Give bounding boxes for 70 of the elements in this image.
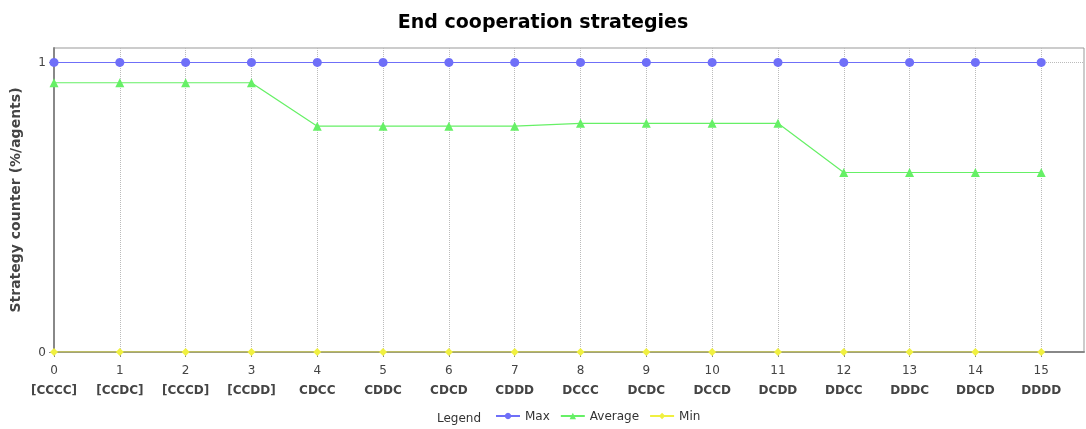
point xyxy=(773,348,782,356)
point xyxy=(378,121,388,131)
x-tick-label: 11 DCDD xyxy=(758,363,798,397)
x-tick-label: 13 DDDC xyxy=(890,363,930,397)
point xyxy=(246,57,256,67)
point xyxy=(312,57,322,67)
point xyxy=(773,118,783,128)
point xyxy=(642,348,651,356)
point xyxy=(1037,348,1046,356)
point xyxy=(1036,168,1046,177)
point xyxy=(641,57,651,67)
point xyxy=(970,168,980,177)
x-tick-label: 3 [CCDD] xyxy=(227,363,276,397)
point xyxy=(115,57,125,67)
point xyxy=(444,57,454,67)
point xyxy=(247,348,256,356)
x-tick-label: 15 DDDD xyxy=(1021,363,1062,397)
point xyxy=(49,57,59,67)
legend-label: Min xyxy=(679,409,701,423)
x-tick-label: 8 DCCC xyxy=(562,363,599,397)
point xyxy=(839,168,849,177)
x-tick-label: 2 [CCCD] xyxy=(161,363,210,397)
x-tick-label: 10 DCCD xyxy=(693,363,731,397)
point xyxy=(1036,57,1046,67)
point xyxy=(905,348,914,356)
legend-label: Average xyxy=(589,409,640,423)
x-tick-label: 12 DDCC xyxy=(825,363,863,397)
point xyxy=(510,348,519,356)
point xyxy=(444,121,454,131)
point xyxy=(115,348,124,356)
point xyxy=(181,57,191,67)
x-tick-label: 1 [CCDC] xyxy=(96,363,144,397)
point xyxy=(773,57,783,67)
point xyxy=(379,348,388,356)
point xyxy=(905,57,915,67)
point xyxy=(839,57,849,67)
point xyxy=(641,118,651,128)
legend-label: Max xyxy=(525,409,550,423)
legend-title: Legend xyxy=(437,411,482,425)
x-tick-label: 14 DDCD xyxy=(956,363,995,397)
point xyxy=(707,118,717,128)
x-tick-label: 7 CDDD xyxy=(495,363,535,397)
point xyxy=(905,168,915,177)
point xyxy=(839,348,848,356)
point xyxy=(49,78,59,88)
y-tick-label: 0 xyxy=(38,345,46,359)
chart-title: End cooperation strategies xyxy=(397,9,689,32)
y-tick-label: 1 xyxy=(38,55,46,70)
point xyxy=(970,57,980,67)
point xyxy=(313,348,322,356)
point xyxy=(510,121,520,131)
point xyxy=(378,57,388,67)
point xyxy=(312,121,322,131)
point xyxy=(576,348,585,356)
x-tick-label: 0 [CCCC] xyxy=(30,363,78,397)
x-tick-label: 9 DCDC xyxy=(627,363,666,397)
y-axis-title: Strategy counter (%/agents) xyxy=(7,87,23,313)
point xyxy=(181,348,190,356)
x-tick-label: 4 CDCC xyxy=(299,363,336,397)
point xyxy=(444,348,453,356)
point xyxy=(971,348,980,356)
point xyxy=(708,348,717,356)
x-tick-label: 6 CDCD xyxy=(430,363,468,397)
point xyxy=(707,57,717,67)
point xyxy=(246,78,256,88)
x-tick-label: 5 CDDC xyxy=(364,363,403,397)
point xyxy=(181,78,191,88)
point xyxy=(510,57,520,67)
point xyxy=(576,118,586,128)
point xyxy=(576,57,586,67)
